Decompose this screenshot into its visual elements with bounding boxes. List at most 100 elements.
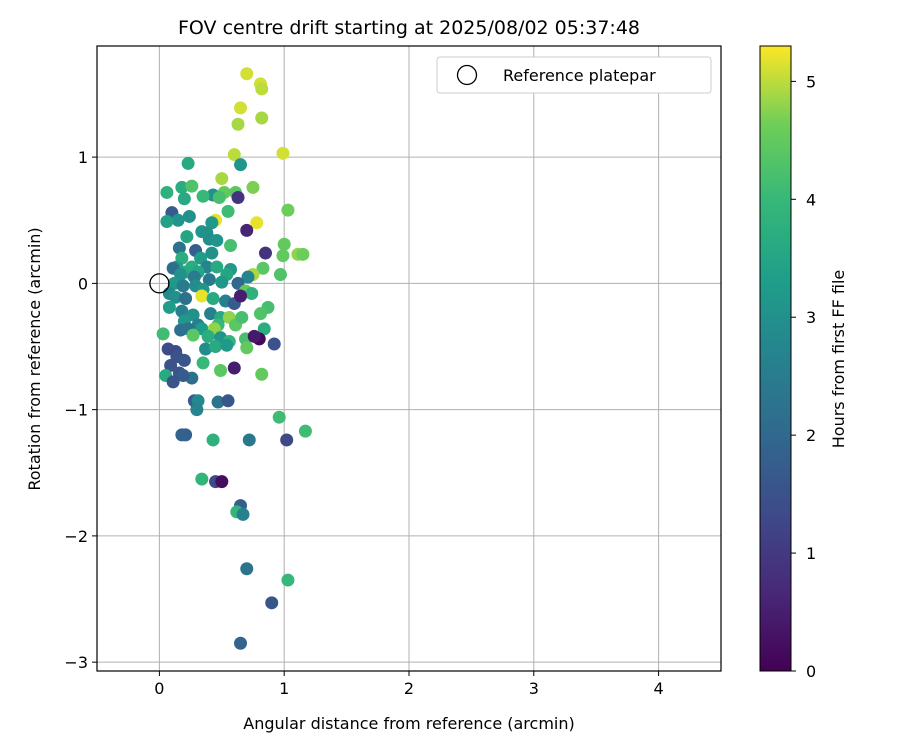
x-tick-label: 2 xyxy=(404,679,414,698)
data-point xyxy=(210,233,224,247)
colorbar-tick-label: 1 xyxy=(806,544,816,563)
data-point xyxy=(215,275,229,289)
data-point xyxy=(196,356,210,370)
data-point xyxy=(267,337,281,351)
data-point xyxy=(175,180,189,194)
x-axis-ticks: 0 1 2 3 4 xyxy=(154,671,664,698)
data-point xyxy=(250,216,264,230)
data-point xyxy=(224,238,238,252)
data-point xyxy=(204,307,218,321)
data-point xyxy=(182,209,196,223)
data-point xyxy=(195,289,209,303)
y-tick-label: −2 xyxy=(64,527,88,546)
colorbar-tick-label: 0 xyxy=(806,662,816,681)
data-point xyxy=(240,223,254,237)
reference-marker-group xyxy=(149,273,170,294)
x-tick-label: 1 xyxy=(279,679,289,698)
data-point xyxy=(234,158,248,172)
colorbar-tick-label: 2 xyxy=(806,426,816,445)
y-axis-ticks: −3 −2 −1 0 1 xyxy=(64,148,97,672)
data-point xyxy=(265,596,279,610)
colorbar-ticks: 0 1 2 3 4 5 xyxy=(791,72,816,681)
data-point xyxy=(272,410,286,424)
y-tick-label: −3 xyxy=(64,653,88,672)
data-point xyxy=(164,358,178,372)
data-point xyxy=(176,369,190,383)
data-point xyxy=(180,230,194,244)
data-point xyxy=(199,342,213,356)
data-point xyxy=(227,148,241,162)
data-point xyxy=(185,179,199,193)
data-point xyxy=(205,216,219,230)
data-point xyxy=(241,270,255,284)
data-point xyxy=(247,329,261,343)
data-point xyxy=(214,363,228,377)
data-point xyxy=(236,507,250,521)
legend-box xyxy=(436,56,712,94)
data-point xyxy=(246,180,260,194)
data-point xyxy=(296,247,310,261)
data-point xyxy=(160,185,174,199)
data-point xyxy=(196,189,210,203)
data-point xyxy=(177,192,191,206)
data-point xyxy=(281,573,295,587)
data-point xyxy=(201,329,215,343)
data-point xyxy=(210,260,224,274)
data-point xyxy=(209,340,223,354)
data-point xyxy=(176,279,190,293)
data-point xyxy=(234,289,248,303)
data-point xyxy=(215,475,229,489)
legend-label: Reference platepar xyxy=(503,66,656,85)
colorbar-label: Hours from first FF file xyxy=(829,270,848,449)
data-point xyxy=(169,290,183,304)
data-point xyxy=(277,237,291,251)
data-point xyxy=(256,261,270,275)
legend-marker xyxy=(456,64,478,86)
data-point xyxy=(162,300,176,314)
y-tick-label: −1 xyxy=(64,401,88,420)
colorbar-tick-label: 3 xyxy=(806,308,816,327)
data-point xyxy=(240,562,254,576)
data-point xyxy=(281,203,295,217)
x-tick-label: 4 xyxy=(654,679,664,698)
data-point xyxy=(175,304,189,318)
data-point xyxy=(298,424,312,438)
data-point xyxy=(206,433,220,447)
data-point xyxy=(206,292,220,306)
y-tick-label: 0 xyxy=(78,274,88,293)
data-point xyxy=(253,307,267,321)
x-tick-label: 0 xyxy=(154,679,164,698)
y-tick-label: 1 xyxy=(78,148,88,167)
data-point xyxy=(160,215,174,229)
data-point xyxy=(202,273,216,287)
y-axis-title: Rotation from reference (arcmin) xyxy=(25,227,44,490)
data-point xyxy=(276,146,290,160)
legend: Reference platepar xyxy=(436,56,712,94)
data-point xyxy=(211,395,225,409)
chart-title: FOV centre drift starting at 2025/08/02 … xyxy=(178,17,640,39)
data-point xyxy=(235,310,249,324)
data-point xyxy=(234,636,248,650)
data-point xyxy=(242,433,256,447)
data-point xyxy=(280,433,294,447)
colorbar-tick-label: 4 xyxy=(806,190,816,209)
data-point xyxy=(212,191,226,205)
data-point xyxy=(255,111,269,125)
data-point xyxy=(273,268,287,282)
reference-marker xyxy=(149,273,170,294)
data-point xyxy=(195,472,209,486)
grid-lines xyxy=(97,46,721,671)
data-point xyxy=(166,375,180,389)
data-point xyxy=(190,403,204,417)
data-point xyxy=(181,156,195,170)
data-point xyxy=(215,172,229,186)
data-point xyxy=(231,191,245,205)
data-point xyxy=(240,341,254,355)
data-point xyxy=(231,117,245,131)
data-point xyxy=(179,428,193,442)
colorbar-gradient xyxy=(759,45,792,672)
colorbar: 0 1 2 3 4 5 Hours from first FF file xyxy=(759,45,848,681)
data-point xyxy=(220,338,234,352)
colorbar-tick-label: 5 xyxy=(806,72,816,91)
